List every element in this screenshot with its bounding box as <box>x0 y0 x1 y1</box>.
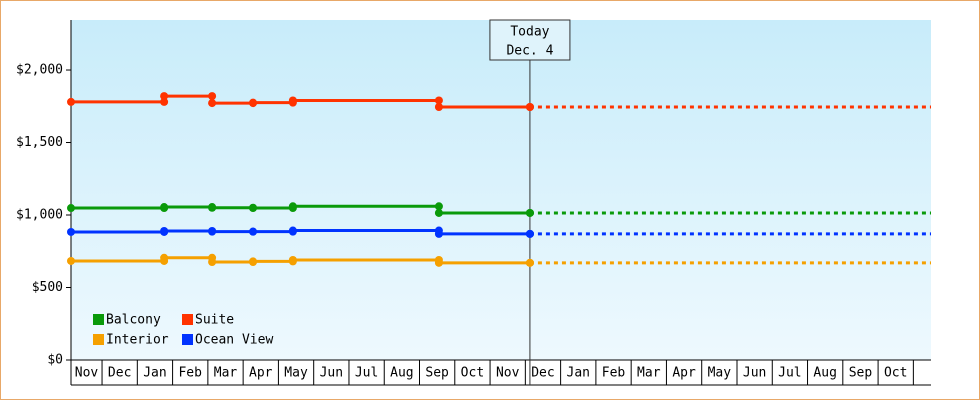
point <box>434 102 443 111</box>
point <box>160 92 169 101</box>
point <box>434 258 443 267</box>
point <box>67 227 75 236</box>
x-tick-label: Mar <box>637 366 661 381</box>
x-tick-label: Jun <box>320 366 343 381</box>
x-tick-label: Apr <box>672 366 696 381</box>
y-tick-label: $1,000 <box>16 208 63 223</box>
point <box>208 99 217 108</box>
x-tick-label: Nov <box>496 366 520 381</box>
x-tick-label: Sep <box>425 366 449 381</box>
point <box>434 208 443 217</box>
legend-swatch <box>93 334 104 345</box>
point <box>67 204 75 213</box>
x-tick-label: Apr <box>249 366 273 381</box>
plot-area <box>71 20 931 360</box>
x-tick-label: Jul <box>778 366 801 381</box>
point <box>249 98 258 107</box>
x-tick-label: Jan <box>143 366 166 381</box>
point <box>288 255 297 264</box>
x-tick-label: Feb <box>178 366 202 381</box>
point <box>249 257 258 266</box>
step-end-dot <box>434 202 443 211</box>
y-tick-label: $500 <box>32 280 63 295</box>
step-end-dot <box>208 92 217 101</box>
point <box>208 227 217 236</box>
point <box>434 229 443 238</box>
point <box>525 229 534 238</box>
x-tick-label: Oct <box>884 366 907 381</box>
x-tick-label: Aug <box>390 366 413 381</box>
today-box <box>489 19 571 61</box>
legend-label: Interior <box>106 333 169 348</box>
x-tick-label: Dec <box>108 366 131 381</box>
legend-swatch <box>182 314 193 325</box>
legend-swatch <box>182 334 193 345</box>
point <box>160 226 169 235</box>
y-tick-label: $1,500 <box>16 135 63 150</box>
point <box>160 203 169 212</box>
point <box>249 204 258 213</box>
legend-label: Ocean View <box>195 333 273 348</box>
point <box>525 258 534 267</box>
x-tick-label: Feb <box>602 366 626 381</box>
step-end-dot <box>160 97 169 106</box>
x-tick-label: Sep <box>849 366 873 381</box>
x-tick-label: May <box>708 366 732 381</box>
x-tick-label: Jan <box>567 366 590 381</box>
x-tick-label: Oct <box>461 366 484 381</box>
today-label: Today <box>510 25 549 40</box>
point <box>288 226 297 235</box>
y-tick-label: $2,000 <box>16 63 63 78</box>
point <box>525 208 534 217</box>
x-tick-label: May <box>284 366 308 381</box>
legend-label: Balcony <box>106 313 161 328</box>
point <box>288 96 297 105</box>
point <box>208 257 217 266</box>
point <box>249 227 258 236</box>
point <box>208 203 217 212</box>
point <box>160 253 169 262</box>
x-tick-label: Dec <box>531 366 554 381</box>
point <box>67 256 75 265</box>
x-tick-label: Mar <box>214 366 238 381</box>
x-tick-label: Jul <box>355 366 378 381</box>
step-end-dot <box>434 96 443 105</box>
x-tick-label: Jun <box>743 366 766 381</box>
x-tick-label: Aug <box>813 366 836 381</box>
y-tick-label: $0 <box>47 353 63 368</box>
point <box>525 102 534 111</box>
point <box>288 202 297 211</box>
x-tick-label: Nov <box>75 366 99 381</box>
legend-swatch <box>93 314 104 325</box>
today-label: Dec. 4 <box>506 44 553 59</box>
legend-label: Suite <box>195 313 234 328</box>
point <box>67 97 75 106</box>
